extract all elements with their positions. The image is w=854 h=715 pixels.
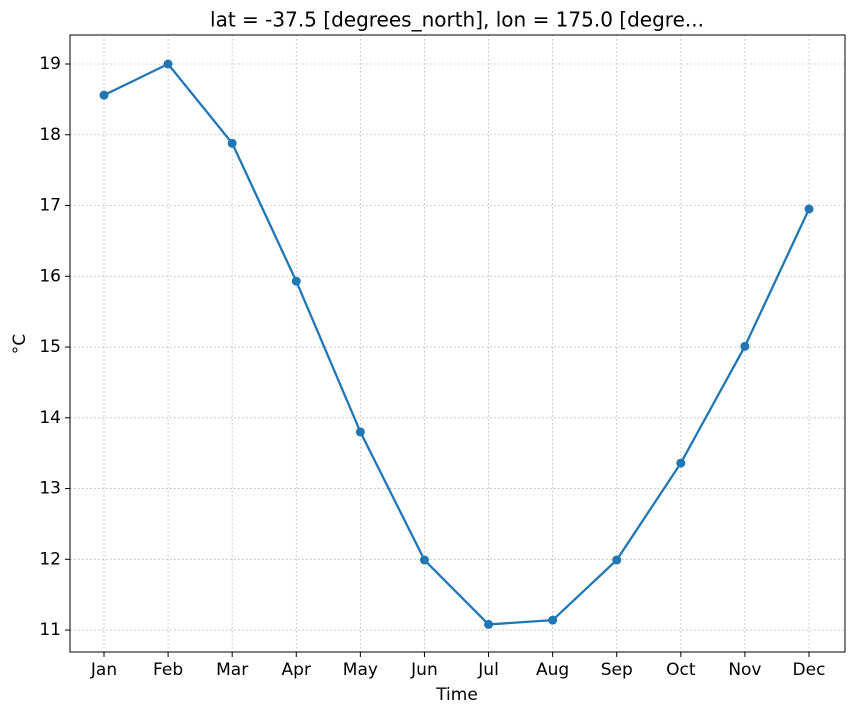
x-tick-label: May — [343, 660, 378, 680]
x-tick-label: Apr — [282, 660, 311, 680]
x-tick-label: Mar — [216, 660, 248, 680]
marker — [99, 90, 109, 100]
y-tick-label: 11 — [39, 620, 61, 640]
y-tick-label: 18 — [39, 125, 61, 145]
marker — [484, 619, 494, 629]
x-tick-label: Jun — [410, 660, 438, 680]
y-tick-label: 12 — [39, 549, 61, 569]
x-tick-label: Jan — [90, 660, 117, 680]
x-tick-label: Sep — [601, 660, 633, 680]
y-tick-label: 15 — [39, 337, 61, 357]
marker — [804, 204, 814, 214]
x-tick-label: Nov — [728, 660, 761, 680]
x-tick-label: Jul — [477, 660, 499, 680]
y-tick-label: 13 — [39, 479, 61, 499]
marker — [355, 427, 365, 437]
marker — [227, 138, 237, 148]
marker — [676, 458, 686, 468]
marker — [612, 555, 622, 565]
marker — [291, 276, 301, 286]
x-tick-label: Feb — [153, 660, 183, 680]
x-tick-label: Aug — [536, 660, 569, 680]
x-axis-label: Time — [435, 685, 478, 705]
chart-title: lat = -37.5 [degrees_north], lon = 175.0… — [210, 8, 704, 32]
y-tick-label: 19 — [39, 54, 61, 74]
y-tick-label: 14 — [39, 408, 61, 428]
x-tick-label: Oct — [666, 660, 696, 680]
y-tick-label: 17 — [39, 196, 61, 216]
line — [103, 62, 811, 626]
marker — [548, 615, 558, 625]
marker — [163, 59, 173, 69]
marker — [419, 555, 429, 565]
y-tick-label: 16 — [39, 266, 61, 286]
x-tick-label: Dec — [793, 660, 826, 680]
plot-frame — [69, 34, 846, 653]
marker — [740, 341, 750, 351]
y-axis-label: °C — [10, 334, 30, 354]
